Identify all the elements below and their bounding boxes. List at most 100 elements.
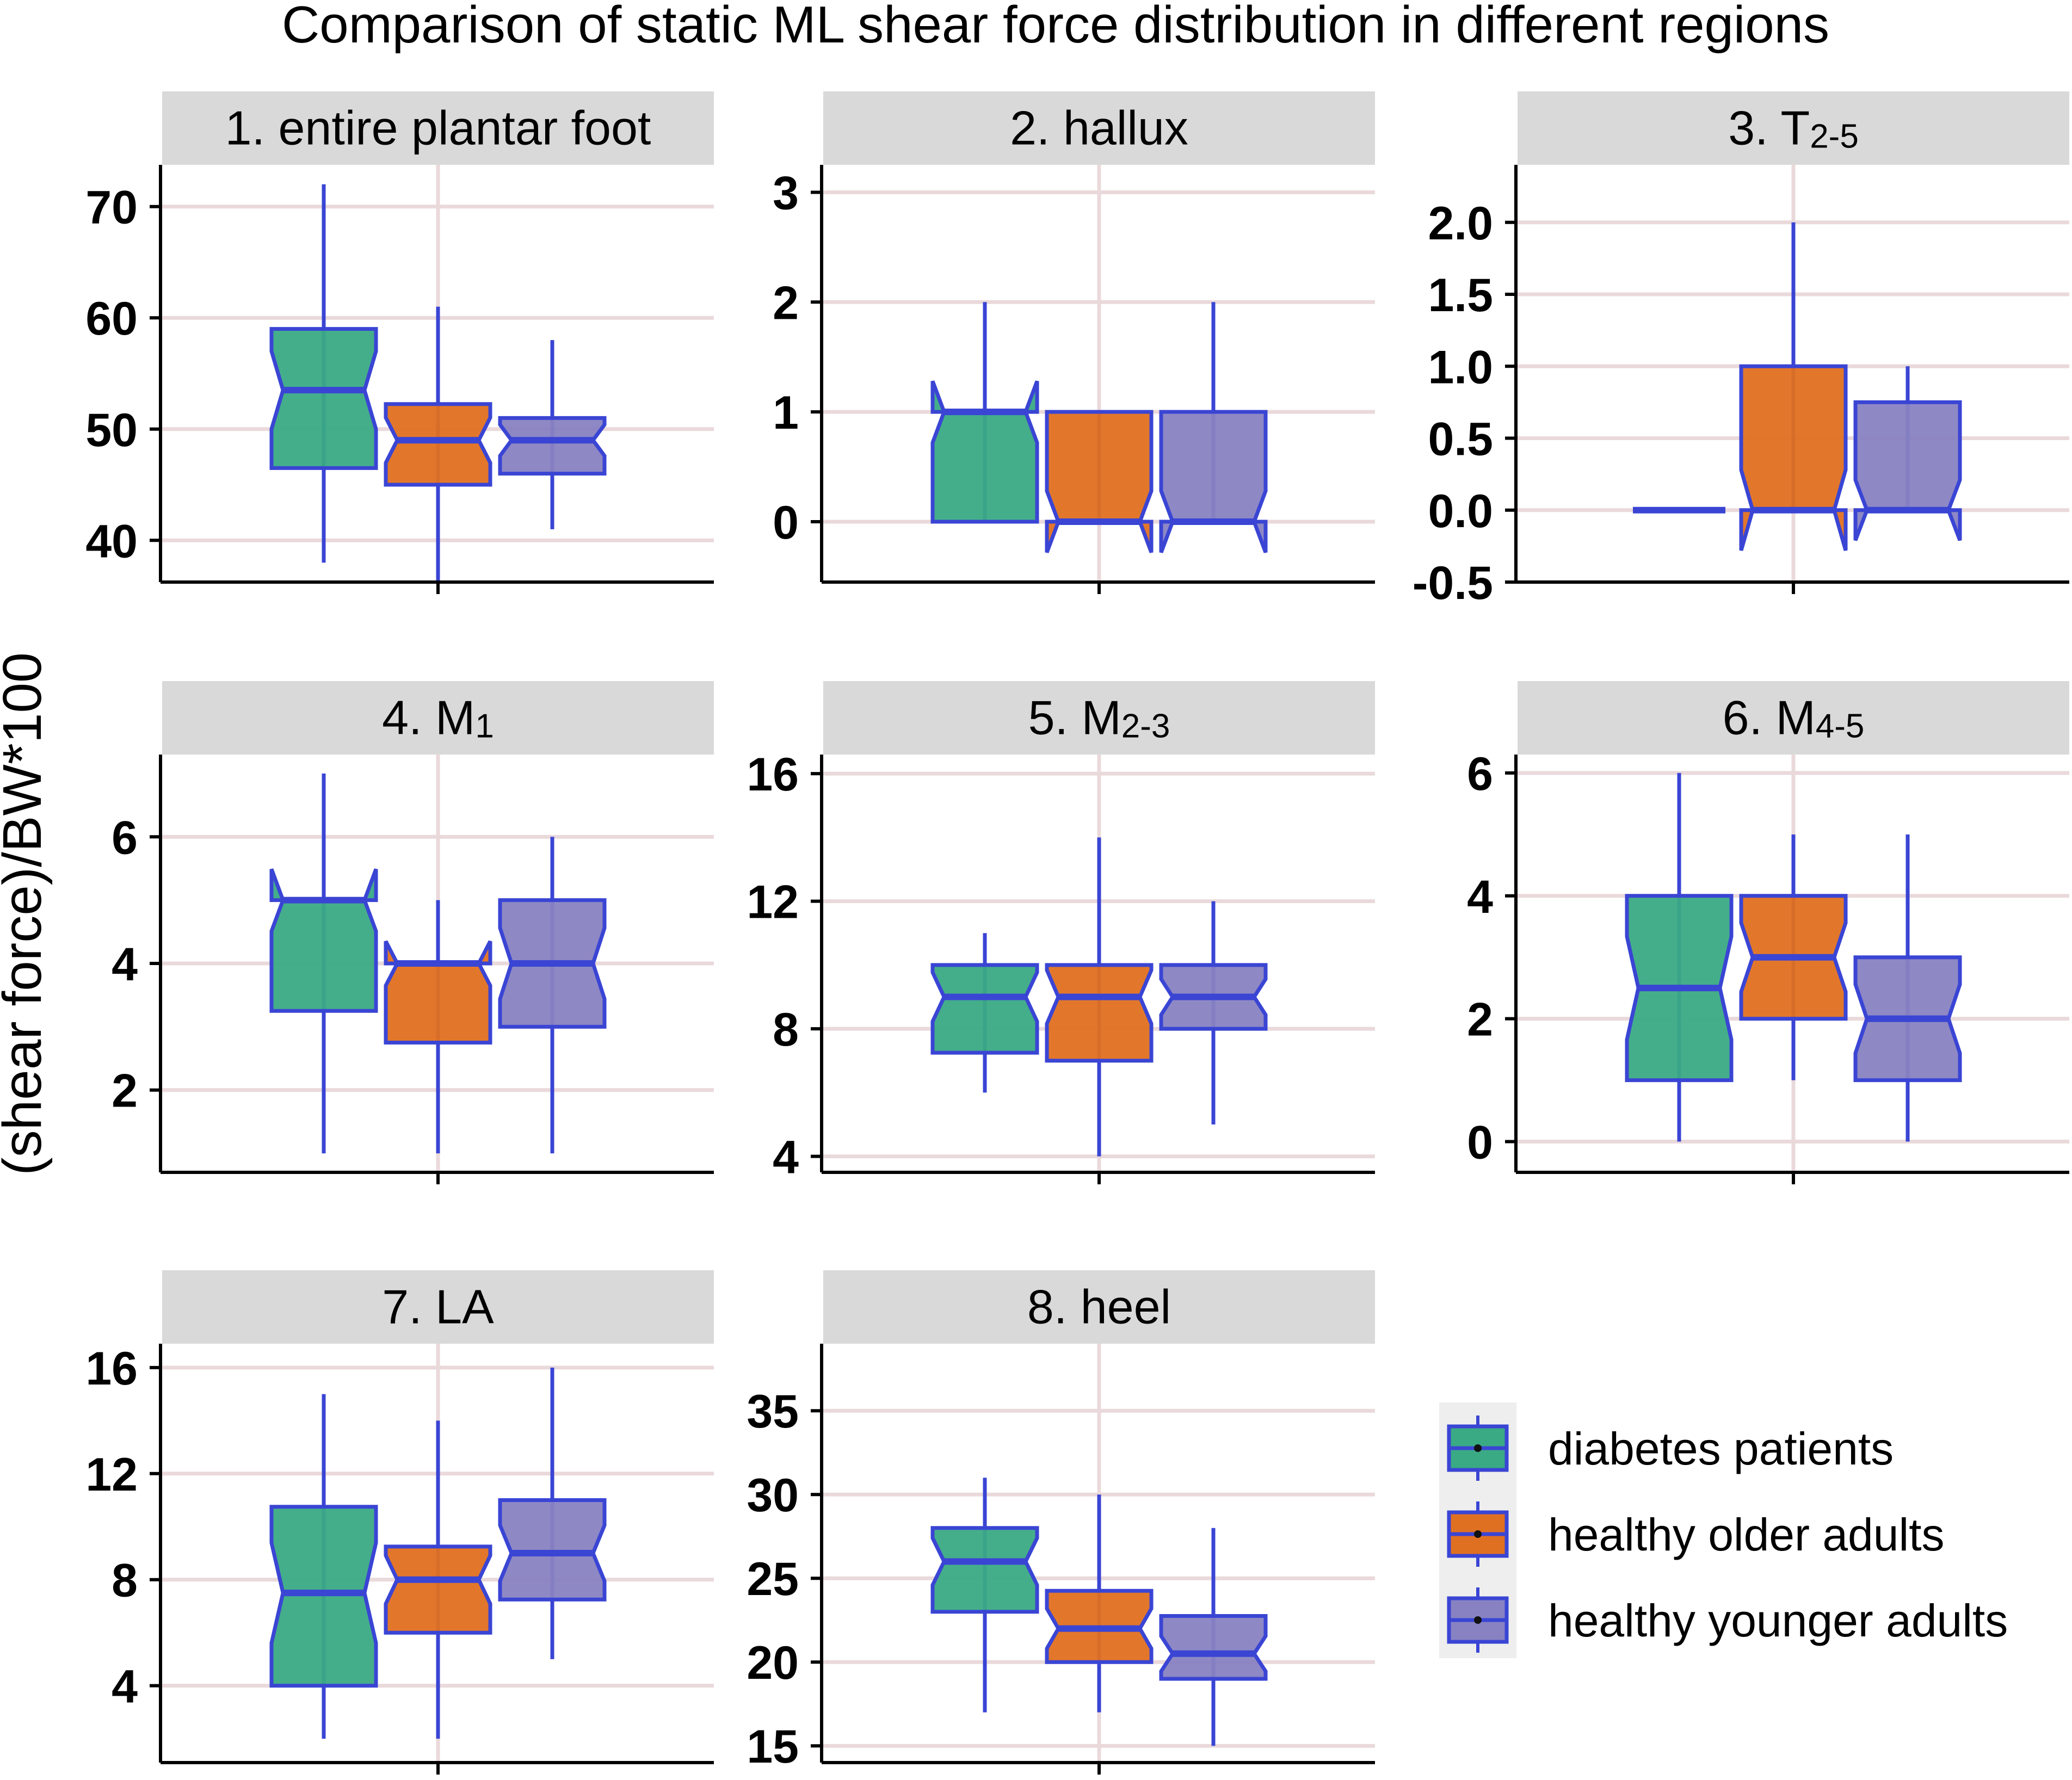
box-older bbox=[1045, 837, 1154, 1157]
y-tick-label: 15 bbox=[747, 1721, 799, 1773]
panel-title-subscript: 4-5 bbox=[1816, 708, 1865, 745]
y-tick-label: 4 bbox=[112, 1661, 138, 1713]
panel-1: 1. entire plantar foot 40 50 60 70 bbox=[85, 91, 714, 594]
legend-dot bbox=[1474, 1530, 1482, 1538]
box-older bbox=[1045, 1494, 1154, 1713]
box-body bbox=[384, 1544, 492, 1635]
panel-title-subscript: 2-5 bbox=[1810, 118, 1859, 156]
box-body bbox=[1045, 410, 1154, 553]
y-tick-label: 8 bbox=[112, 1555, 138, 1607]
panel-strip bbox=[162, 91, 714, 165]
panel-2: 2. hallux 0 1 2 3 bbox=[773, 91, 1375, 594]
box-older bbox=[1739, 222, 1848, 551]
y-axis-label: (shear force)/BW*100 bbox=[0, 652, 53, 1175]
panel-strip bbox=[162, 1270, 714, 1344]
box-diabetes bbox=[1625, 772, 1734, 1142]
y-tick-label: 0 bbox=[1467, 1117, 1493, 1169]
box-body bbox=[269, 327, 378, 470]
y-tick-label: 2 bbox=[112, 1065, 138, 1117]
box-younger bbox=[1159, 1528, 1268, 1746]
box-younger bbox=[1159, 302, 1268, 553]
y-tick-label: 6 bbox=[1467, 748, 1493, 800]
box-younger bbox=[1853, 834, 1962, 1142]
legend-label: healthy older adults bbox=[1548, 1509, 1944, 1560]
y-tick-label: 12 bbox=[747, 876, 799, 929]
panel-7: 7. LA 4 8 12 16 bbox=[85, 1270, 714, 1775]
y-tick-label: 35 bbox=[747, 1386, 799, 1438]
legend-dot bbox=[1474, 1444, 1482, 1452]
legend-label: healthy younger adults bbox=[1548, 1595, 2008, 1646]
figure-title: Comparison of static ML shear force dist… bbox=[282, 0, 1829, 54]
panel-title: 8. heel bbox=[1027, 1280, 1171, 1334]
legend-item-older: healthy older adults bbox=[1447, 1501, 1944, 1567]
y-tick-label: 2.0 bbox=[1428, 197, 1493, 250]
y-tick-label: 1.0 bbox=[1428, 341, 1493, 393]
y-tick-label: 16 bbox=[85, 1343, 138, 1395]
y-tick-label: 0 bbox=[773, 497, 799, 549]
box-diabetes bbox=[269, 184, 378, 563]
panel-title-main: 8. heel bbox=[1027, 1280, 1171, 1334]
y-tick-label: -0.5 bbox=[1413, 557, 1493, 609]
legend-item-diabetes: diabetes patients bbox=[1447, 1416, 1894, 1481]
panel-strip bbox=[823, 1270, 1375, 1344]
panel-title-main: 5. M bbox=[1028, 691, 1121, 745]
y-tick-label: 4 bbox=[773, 1132, 799, 1184]
y-tick-label: 3 bbox=[773, 167, 799, 219]
box-younger bbox=[498, 1367, 607, 1659]
y-tick-label: 1 bbox=[773, 387, 799, 439]
legend-item-younger: healthy younger adults bbox=[1447, 1587, 2008, 1653]
y-tick-label: 30 bbox=[747, 1469, 799, 1522]
y-tick-label: 1.5 bbox=[1428, 269, 1493, 322]
box-body bbox=[498, 1498, 607, 1602]
box-body bbox=[269, 1505, 378, 1688]
panel-title-main: 4. M bbox=[382, 691, 475, 745]
box-diabetes bbox=[930, 302, 1039, 524]
panel-title-main: 1. entire plantar foot bbox=[225, 101, 651, 155]
panel-strip bbox=[1518, 91, 2069, 165]
box-body bbox=[384, 402, 492, 487]
panel-title-subscript: 1 bbox=[475, 708, 494, 745]
box-younger bbox=[498, 837, 607, 1154]
y-tick-label: 0.5 bbox=[1428, 413, 1493, 466]
panel-title-subscript: 2-3 bbox=[1121, 708, 1170, 745]
panel-title: 4. M1 bbox=[382, 691, 494, 745]
y-tick-label: 70 bbox=[85, 182, 138, 234]
box-body bbox=[1853, 400, 1962, 541]
box-younger bbox=[1853, 366, 1962, 541]
box-older bbox=[1739, 834, 1848, 1080]
panel-strip bbox=[162, 681, 714, 755]
y-tick-label: 60 bbox=[85, 293, 138, 345]
panel-6: 6. M4-5 0 2 4 6 bbox=[1467, 681, 2069, 1184]
panel-8: 8. heel 15 20 25 30 35 bbox=[747, 1270, 1375, 1775]
y-tick-label: 50 bbox=[85, 404, 138, 456]
panel-title-main: 7. LA bbox=[382, 1280, 494, 1334]
box-body bbox=[930, 963, 1039, 1055]
y-tick-label: 0.0 bbox=[1428, 485, 1493, 537]
y-tick-label: 6 bbox=[112, 812, 138, 864]
panel-5: 5. M2-3 4 8 12 16 bbox=[747, 681, 1375, 1184]
box-body bbox=[930, 380, 1039, 524]
y-tick-label: 12 bbox=[85, 1449, 138, 1501]
panel-title: 2. hallux bbox=[1010, 101, 1188, 155]
panel-3: 3. T2-5 -0.5 0.0 0.5 1.0 1.5 2.0 bbox=[1413, 91, 2069, 609]
y-tick-label: 8 bbox=[773, 1004, 799, 1056]
box-body bbox=[1159, 1614, 1268, 1681]
panel-title-main: 2. hallux bbox=[1010, 101, 1188, 155]
y-tick-label: 2 bbox=[773, 277, 799, 329]
panel-title-main: 6. M bbox=[1723, 691, 1816, 745]
box-body bbox=[1159, 410, 1268, 553]
y-tick-label: 2 bbox=[1467, 994, 1493, 1046]
box-body bbox=[930, 1526, 1039, 1614]
panel-title: 3. T2-5 bbox=[1728, 101, 1859, 156]
panel-strip bbox=[1518, 681, 2069, 755]
legend-dot bbox=[1474, 1616, 1482, 1624]
panel-4: 4. M1 2 4 6 bbox=[112, 681, 714, 1184]
box-diabetes bbox=[269, 1394, 378, 1739]
legend: diabetes patients healthy older adults hea… bbox=[1439, 1402, 2008, 1658]
panel-title: 6. M4-5 bbox=[1723, 691, 1865, 745]
y-tick-label: 40 bbox=[85, 515, 138, 567]
y-tick-label: 25 bbox=[747, 1553, 799, 1605]
box-older bbox=[384, 1420, 492, 1739]
y-tick-label: 16 bbox=[747, 749, 799, 801]
